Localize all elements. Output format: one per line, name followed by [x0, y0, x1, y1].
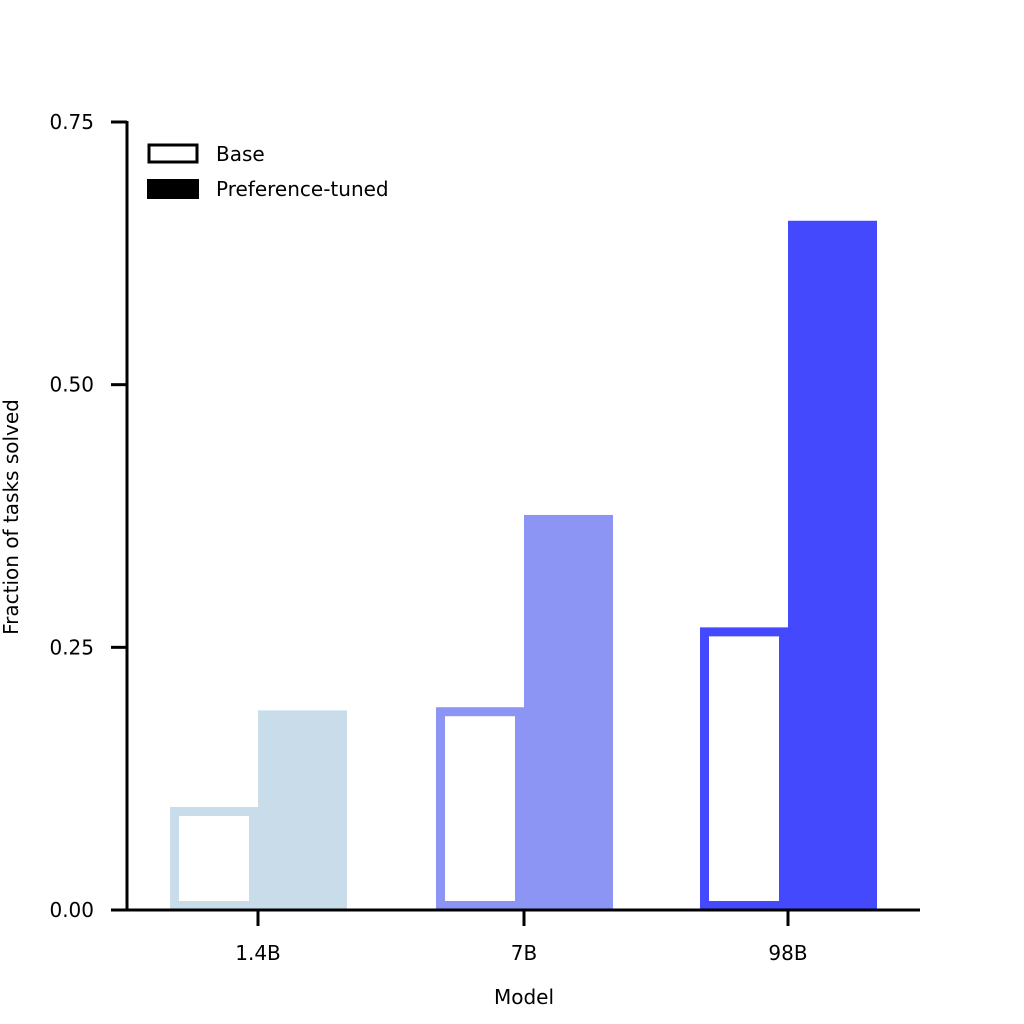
legend-swatch-base	[147, 143, 199, 164]
y-tick-label: 0.25	[49, 635, 94, 659]
legend: Base Preference-tuned	[147, 142, 389, 201]
legend-label-base: Base	[216, 142, 265, 166]
y-tick-label: 0.00	[49, 898, 94, 922]
bars-layer	[170, 220, 877, 910]
bar-preference-tuned-98B	[788, 220, 877, 910]
x-tick-label: 98B	[768, 941, 807, 965]
y-tick-label: 0.75	[49, 110, 94, 134]
x-axis-label: Model	[494, 985, 554, 1009]
bar-preference-tuned-7B	[524, 514, 613, 910]
legend-swatch-preference-tuned	[147, 179, 199, 199]
bar-base-7B	[436, 707, 524, 910]
ticks-layer: 0.00 0.25 0.50 0.75 1.4B 7B 98B	[49, 110, 807, 965]
x-tick-label: 1.4B	[235, 941, 281, 965]
bar-base-1.4B	[170, 807, 258, 910]
y-axis-label: Fraction of tasks solved	[0, 399, 23, 635]
bar-preference-tuned-1.4B	[258, 710, 347, 910]
y-tick-label: 0.50	[49, 373, 94, 397]
x-tick-label: 7B	[511, 941, 537, 965]
legend-label-preference-tuned: Preference-tuned	[216, 177, 389, 201]
bar-base-98B	[700, 627, 788, 910]
